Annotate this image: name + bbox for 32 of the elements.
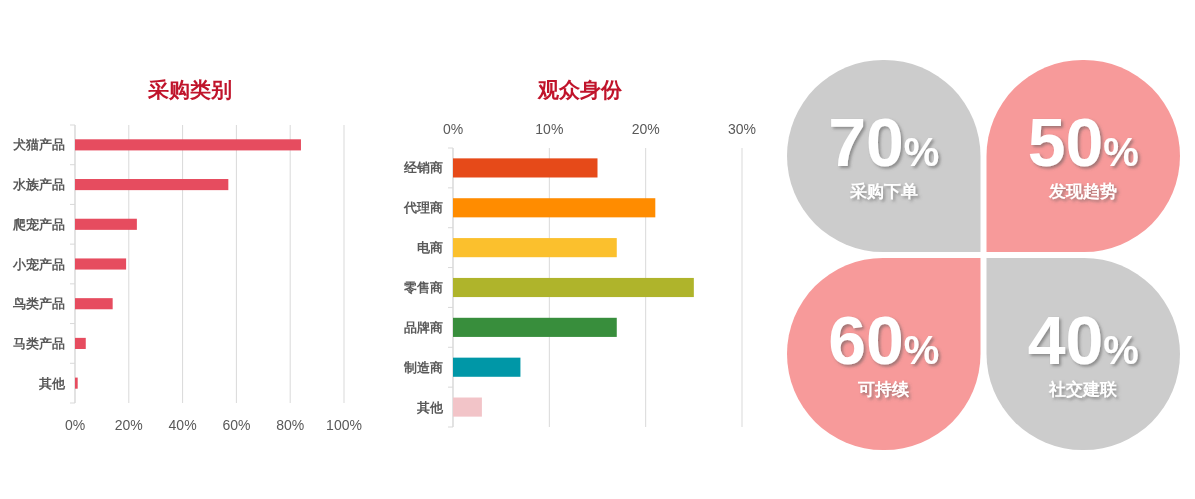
value-label: 60% bbox=[828, 301, 940, 378]
title: 观众身份 bbox=[538, 78, 622, 101]
x-tick-label: 20% bbox=[114, 417, 143, 433]
x-tick-label: 30% bbox=[728, 121, 756, 137]
y-tick-label: 爬宠产品 bbox=[13, 216, 65, 232]
x-tick-label: 80% bbox=[276, 417, 305, 433]
y-tick-label: 马类产品 bbox=[13, 335, 65, 351]
x-tick-label: 0% bbox=[64, 417, 86, 433]
title: 采购类别 bbox=[148, 78, 232, 101]
value-label: 50% bbox=[1027, 103, 1139, 180]
x-tick-label: 10% bbox=[535, 121, 564, 137]
x-tick-label: 20% bbox=[631, 121, 660, 137]
value-label: 40% bbox=[1027, 301, 1139, 378]
y-tick-label: 经销商 bbox=[404, 160, 443, 176]
x-tick-label: 100% bbox=[326, 417, 362, 433]
x-tick-label: 40% bbox=[168, 417, 197, 433]
y-tick-label: 鸟类产品 bbox=[13, 296, 65, 312]
y-tick-label: 水族产品 bbox=[13, 177, 65, 193]
y-tick-label: 零售商 bbox=[404, 280, 443, 295]
y-tick-label: 小宠产品 bbox=[13, 256, 65, 272]
y-tick-label: 代理商 bbox=[404, 200, 443, 216]
value-label: 70% bbox=[828, 103, 940, 180]
y-tick-label: 品牌商 bbox=[404, 319, 443, 335]
category-label: 发现趋势 bbox=[1049, 182, 1118, 202]
x-tick-label: 60% bbox=[222, 417, 251, 433]
y-tick-label: 制造商 bbox=[404, 359, 443, 375]
y-tick-label: 犬猫产品 bbox=[13, 137, 65, 153]
category-label: 可持续 bbox=[858, 380, 910, 400]
y-tick-label: 其他 bbox=[417, 399, 443, 415]
y-tick-label: 电商 bbox=[417, 240, 443, 256]
y-tick-label: 其他 bbox=[39, 375, 65, 391]
x-tick-label: 0% bbox=[442, 121, 464, 137]
